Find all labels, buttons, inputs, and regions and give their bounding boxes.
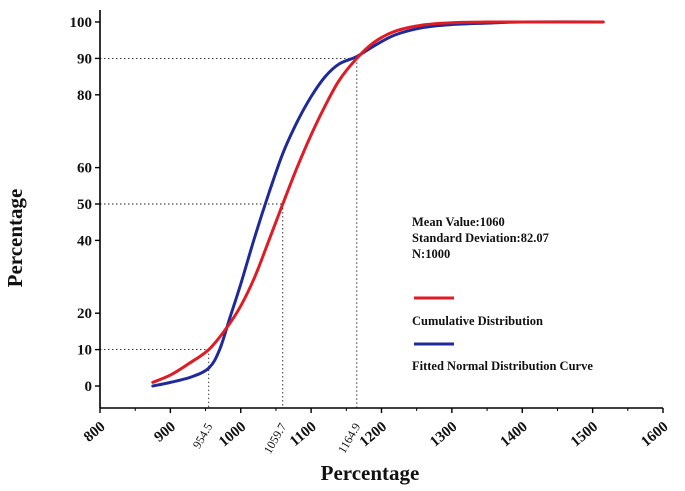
x-tick-label-1400: 1400 <box>498 419 531 451</box>
legend: Cumulative Distribution Fitted Normal Di… <box>412 296 593 373</box>
x-tick-label-800: 800 <box>81 419 109 446</box>
x-tick-label-1100: 1100 <box>287 419 320 450</box>
x-tick-label-1200: 1200 <box>357 419 390 451</box>
mean-value-label: Mean Value:1060 <box>412 215 505 229</box>
reference-x-label-10: 954.5 <box>190 421 216 451</box>
y-tick-label-50: 50 <box>77 197 92 213</box>
y-tick-label-0: 0 <box>85 379 93 395</box>
legend-label-cumulative: Cumulative Distribution <box>412 314 543 328</box>
x-tick-label-1000: 1000 <box>216 419 249 451</box>
x-tick-label-900: 900 <box>151 419 179 446</box>
y-tick-label-10: 10 <box>77 343 92 359</box>
series-line-fitted-normal-distribution-curve <box>151 20 605 388</box>
series-line-cumulative-distribution <box>151 20 605 384</box>
y-tick-label-40: 40 <box>77 233 92 249</box>
reference-x-label-50: 1059.7 <box>261 421 290 457</box>
stats-block: Mean Value:1060 Standard Deviation:82.07… <box>412 215 549 261</box>
y-tick-label-80: 80 <box>77 88 92 104</box>
y-tick-label-60: 60 <box>77 161 92 177</box>
std-deviation-label: Standard Deviation:82.07 <box>412 231 549 245</box>
y-tick-label-20: 20 <box>77 306 92 322</box>
y-tick-label-100: 100 <box>70 15 93 31</box>
y-axis-title: Percentage <box>3 189 27 288</box>
legend-label-fitted: Fitted Normal Distribution Curve <box>412 359 593 373</box>
y-tick-label-90: 90 <box>77 51 92 67</box>
x-tick-label-1500: 1500 <box>568 419 601 451</box>
x-tick-label-1300: 1300 <box>427 419 460 451</box>
x-axis-title: Percentage <box>321 461 420 485</box>
x-tick-label-1600: 1600 <box>638 419 671 451</box>
sample-count-label: N:1000 <box>412 247 450 261</box>
